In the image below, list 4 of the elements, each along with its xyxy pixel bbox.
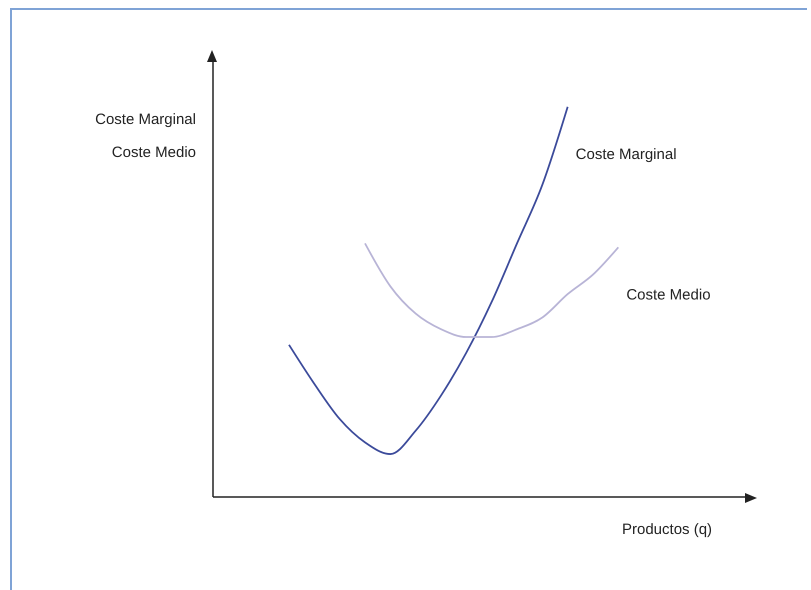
text: Coste Medio	[626, 286, 711, 304]
series-label: Coste Marginal	[576, 146, 677, 163]
x-axis-title: Productos (q)	[622, 521, 712, 538]
y-axis-title: Coste Marginal Coste Medio	[95, 110, 196, 163]
